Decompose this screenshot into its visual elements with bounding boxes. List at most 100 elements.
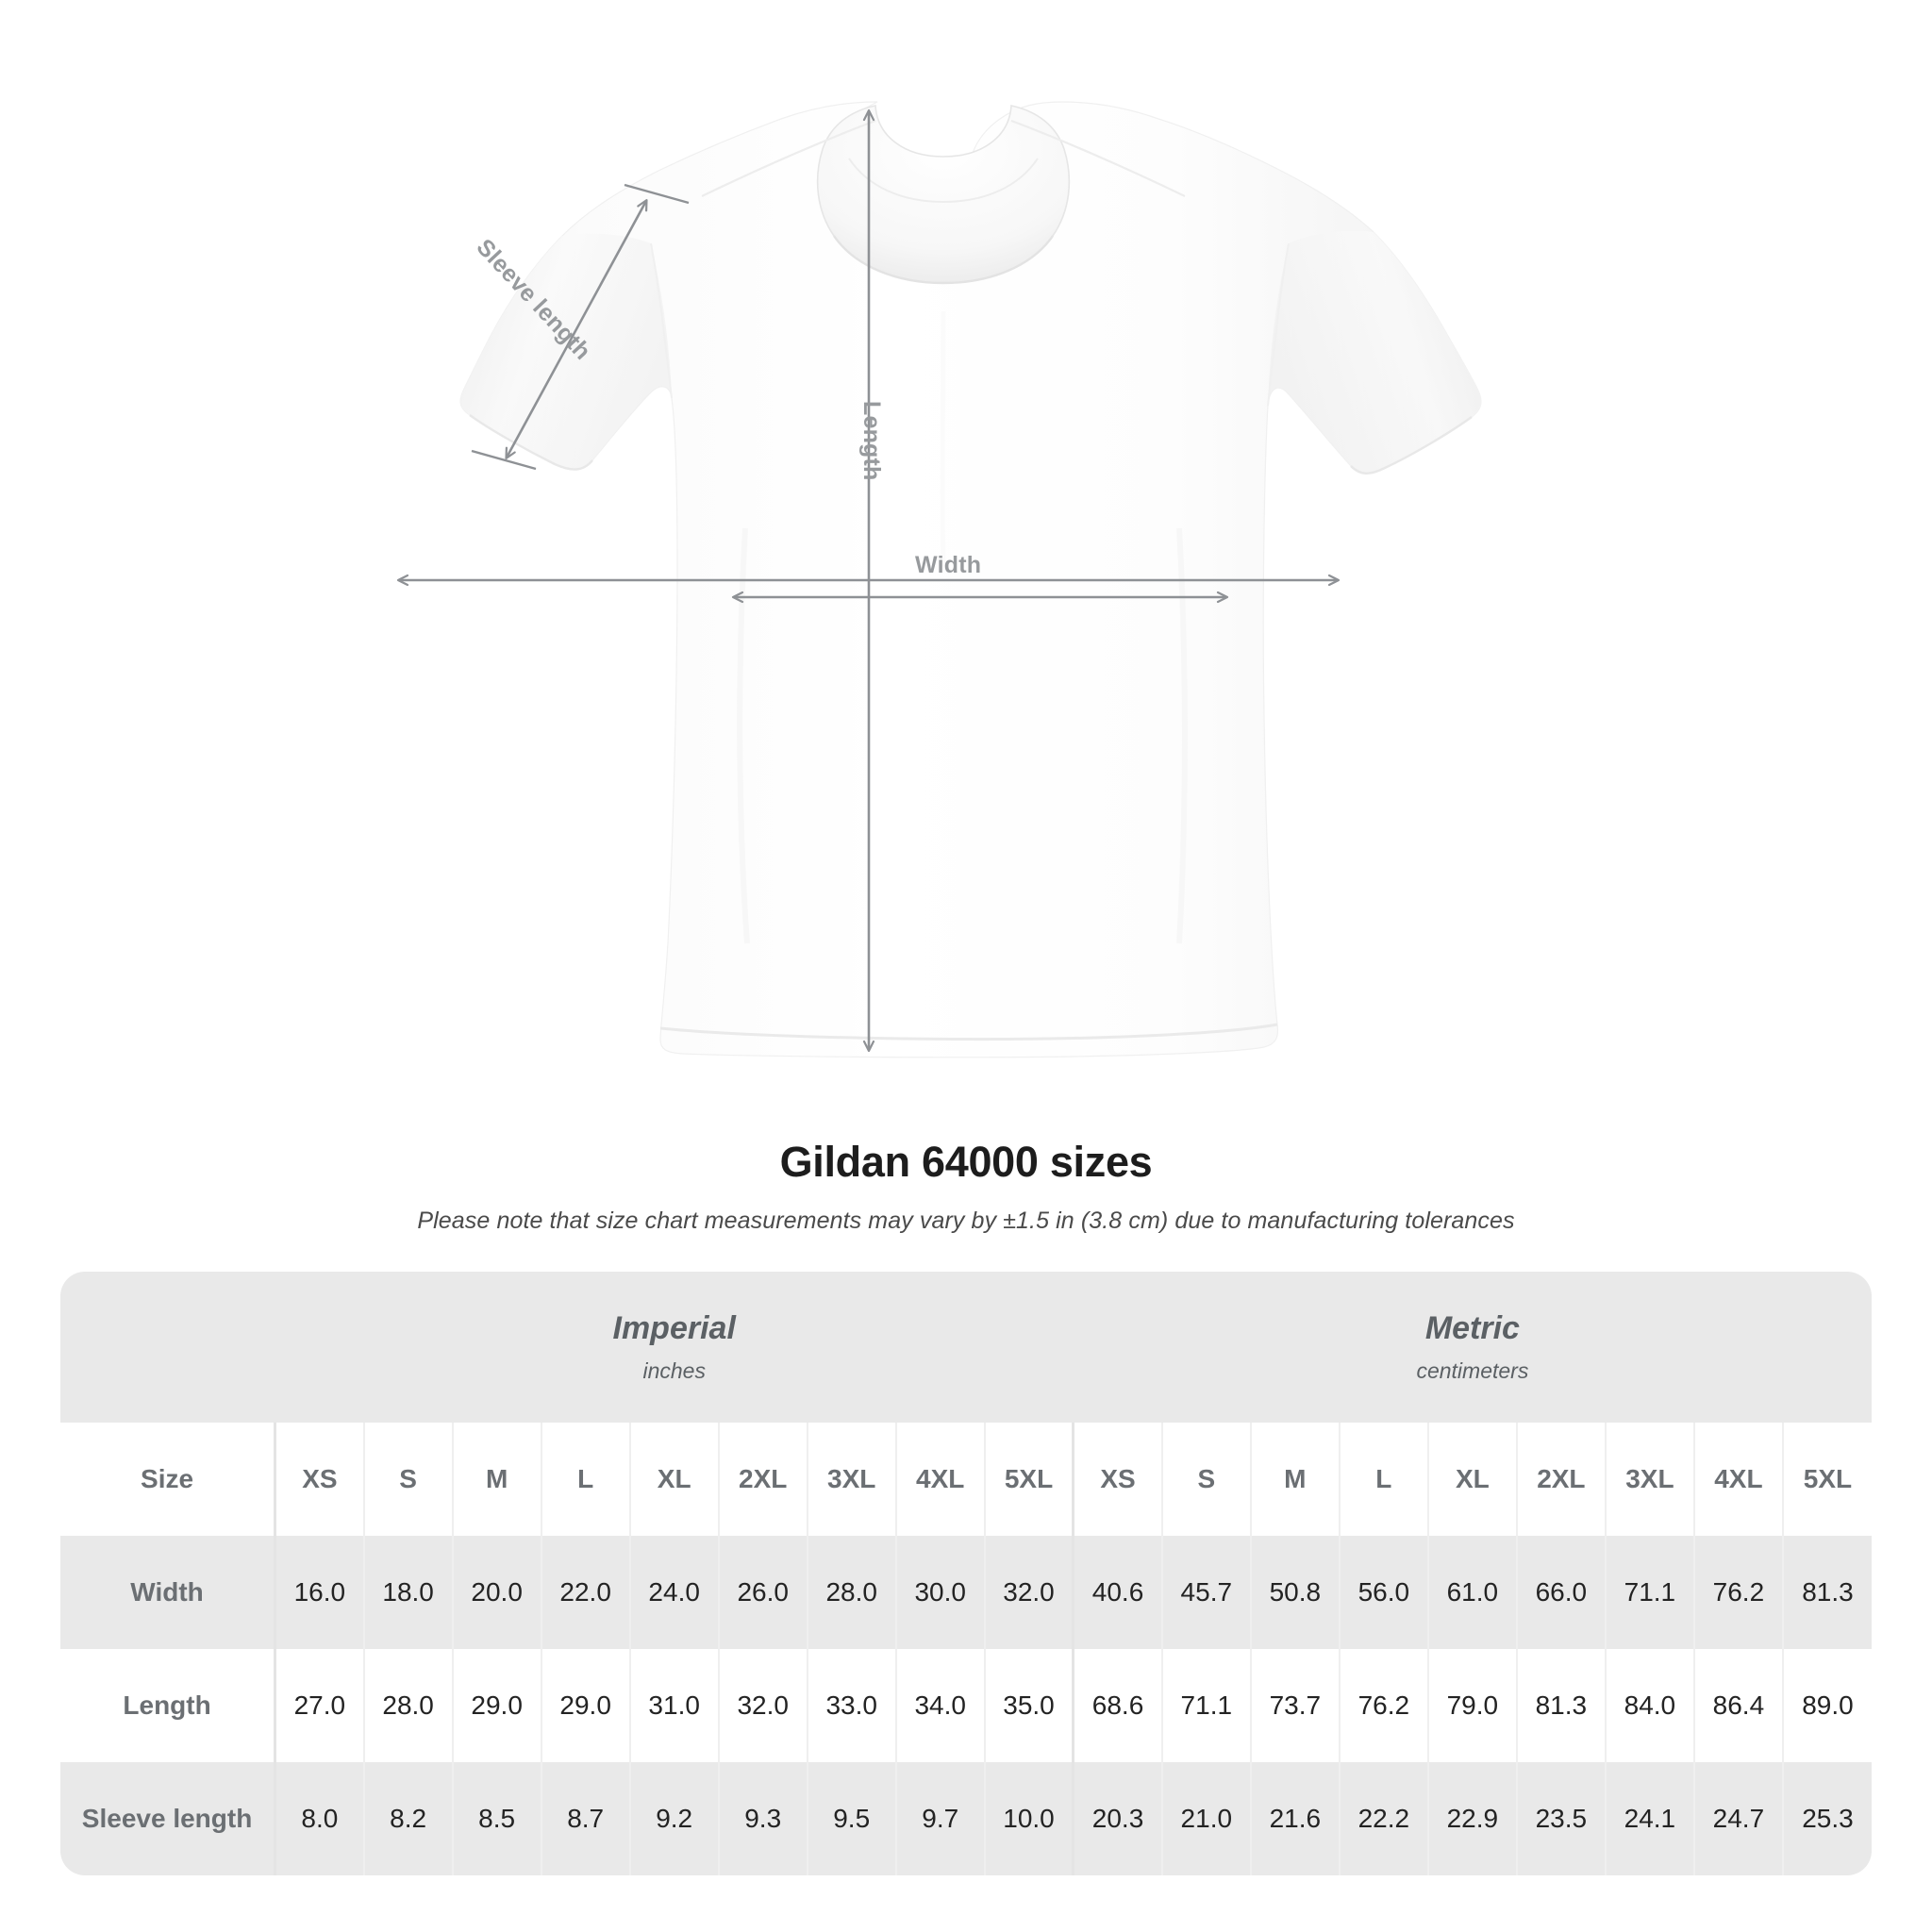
value-cell: 84.0	[1604, 1649, 1694, 1762]
imperial-unit-sub: inches	[642, 1358, 706, 1384]
size-cell: M	[451, 1423, 541, 1536]
value-cell: 24.7	[1692, 1762, 1783, 1875]
value-cell: 66.0	[1515, 1536, 1606, 1649]
value-cell: 73.7	[1249, 1649, 1340, 1762]
value-cell: 28.0	[362, 1649, 453, 1762]
value-cell: 24.0	[628, 1536, 719, 1649]
size-cell: 4XL	[894, 1423, 985, 1536]
value-cell: 76.2	[1338, 1649, 1428, 1762]
row-header-width: Width	[60, 1536, 275, 1649]
size-cell: 5XL	[983, 1423, 1074, 1536]
value-cell: 32.0	[717, 1649, 808, 1762]
size-cell: XL	[628, 1423, 719, 1536]
size-cell: 2XL	[1515, 1423, 1606, 1536]
table-row-length: Length 27.0 28.0 29.0 29.0 31.0 32.0 33.…	[60, 1649, 1872, 1762]
value-cell: 8.2	[362, 1762, 453, 1875]
size-cell: L	[1338, 1423, 1428, 1536]
metric-unit-sub: centimeters	[1416, 1358, 1529, 1384]
value-cell: 71.1	[1604, 1536, 1694, 1649]
unit-banner-metric: Metric centimeters	[1073, 1272, 1872, 1423]
row-header-sleeve-length: Sleeve length	[60, 1762, 275, 1875]
size-cell: XS	[1072, 1423, 1162, 1536]
size-cell: 3XL	[806, 1423, 896, 1536]
value-cell: 9.7	[894, 1762, 985, 1875]
value-cell: 32.0	[983, 1536, 1074, 1649]
unit-banner-imperial: Imperial inches	[275, 1272, 1074, 1423]
size-cell: L	[540, 1423, 630, 1536]
value-cell: 29.0	[540, 1649, 630, 1762]
size-cell: 5XL	[1781, 1423, 1872, 1536]
tolerance-note: Please note that size chart measurements…	[417, 1208, 1515, 1234]
value-cell: 21.0	[1160, 1762, 1251, 1875]
unit-banner-spacer	[60, 1272, 275, 1423]
value-cell: 45.7	[1160, 1536, 1251, 1649]
row-header-length: Length	[60, 1649, 275, 1762]
value-cell: 40.6	[1072, 1536, 1162, 1649]
table-row-sleeve-length: Sleeve length 8.0 8.2 8.5 8.7 9.2 9.3 9.…	[60, 1762, 1872, 1875]
value-cell: 81.3	[1515, 1649, 1606, 1762]
tshirt-measurement-diagram: Width Length Sleeve length	[396, 101, 1482, 1058]
size-cell: 4XL	[1692, 1423, 1783, 1536]
value-cell: 76.2	[1692, 1536, 1783, 1649]
value-cell: 9.5	[806, 1762, 896, 1875]
value-cell: 25.3	[1781, 1762, 1872, 1875]
value-cell: 31.0	[628, 1649, 719, 1762]
value-cell: 21.6	[1249, 1762, 1340, 1875]
value-cell: 10.0	[983, 1762, 1074, 1875]
metric-unit-name: Metric	[1424, 1309, 1520, 1346]
sleeve-length-dimension-arrow	[471, 183, 690, 471]
size-cell: 3XL	[1604, 1423, 1694, 1536]
value-cell: 8.7	[540, 1762, 630, 1875]
length-dimension-label: Length	[858, 401, 885, 481]
unit-banner-row: Imperial inches Metric centimeters	[60, 1272, 1872, 1423]
value-cell: 71.1	[1160, 1649, 1251, 1762]
value-cell: 30.0	[894, 1536, 985, 1649]
value-cell: 8.5	[451, 1762, 541, 1875]
value-cell: 27.0	[274, 1649, 364, 1762]
value-cell: 34.0	[894, 1649, 985, 1762]
chart-title-block: Gildan 64000 sizes Please note that size…	[0, 1138, 1932, 1235]
value-cell: 22.0	[540, 1536, 630, 1649]
value-cell: 20.0	[451, 1536, 541, 1649]
value-cell: 20.3	[1072, 1762, 1162, 1875]
value-cell: 26.0	[717, 1536, 808, 1649]
value-cell: 29.0	[451, 1649, 541, 1762]
value-cell: 22.2	[1338, 1762, 1428, 1875]
value-cell: 56.0	[1338, 1536, 1428, 1649]
value-cell: 35.0	[983, 1649, 1074, 1762]
size-cell: S	[362, 1423, 453, 1536]
value-cell: 18.0	[362, 1536, 453, 1649]
imperial-unit-name: Imperial	[612, 1309, 736, 1346]
tshirt-illustration	[396, 101, 1482, 1058]
table-row-sizes: Size XS S M L XL 2XL 3XL 4XL 5XL XS S M …	[60, 1423, 1872, 1536]
value-cell: 86.4	[1692, 1649, 1783, 1762]
size-table: Imperial inches Metric centimeters Size …	[60, 1272, 1872, 1875]
page-title: Gildan 64000 sizes	[779, 1138, 1153, 1186]
value-cell: 79.0	[1426, 1649, 1517, 1762]
row-header-size: Size	[60, 1423, 275, 1536]
size-table-container: Imperial inches Metric centimeters Size …	[60, 1272, 1872, 1875]
table-row-width: Width 16.0 18.0 20.0 22.0 24.0 26.0 28.0…	[60, 1536, 1872, 1649]
value-cell: 50.8	[1249, 1536, 1340, 1649]
size-cell: XS	[274, 1423, 364, 1536]
value-cell: 33.0	[806, 1649, 896, 1762]
value-cell: 8.0	[274, 1762, 364, 1875]
value-cell: 89.0	[1781, 1649, 1872, 1762]
value-cell: 28.0	[806, 1536, 896, 1649]
value-cell: 9.2	[628, 1762, 719, 1875]
length-line-overlay	[862, 108, 875, 1053]
value-cell: 23.5	[1515, 1762, 1606, 1875]
value-cell: 81.3	[1781, 1536, 1872, 1649]
value-cell: 24.1	[1604, 1762, 1694, 1875]
value-cell: 16.0	[274, 1536, 364, 1649]
value-cell: 61.0	[1426, 1536, 1517, 1649]
value-cell: 9.3	[717, 1762, 808, 1875]
width-dimension-label: Width	[915, 552, 982, 578]
size-cell: S	[1160, 1423, 1251, 1536]
size-cell: 2XL	[717, 1423, 808, 1536]
size-cell: XL	[1426, 1423, 1517, 1536]
value-cell: 68.6	[1072, 1649, 1162, 1762]
size-cell: M	[1249, 1423, 1340, 1536]
value-cell: 22.9	[1426, 1762, 1517, 1875]
